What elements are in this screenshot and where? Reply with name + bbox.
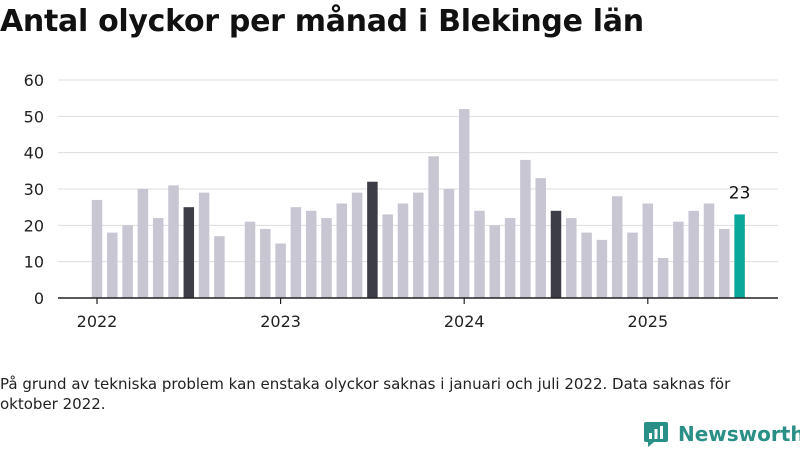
x-tick-label: 2023: [260, 312, 301, 331]
bar-2023-03: [305, 210, 317, 298]
bar-2023-08: [382, 214, 393, 298]
bar-2024-08: [566, 218, 577, 298]
bar-2022-11: [244, 221, 256, 298]
bar-2024-09: [581, 232, 592, 298]
chart-title: Antal olyckor per månad i Blekinge län: [0, 4, 644, 39]
bar-2025-03: [673, 221, 684, 298]
x-tick-label: 2025: [627, 312, 668, 331]
bar-2024-04: [504, 218, 516, 298]
bar-2024-01: [458, 109, 470, 298]
bar-2025-02: [657, 258, 669, 298]
bar-2022-02: [107, 232, 118, 298]
x-axis-ticks: 2022 2023 2024 2025: [77, 298, 668, 331]
bar-2024-05: [520, 159, 531, 298]
newsworthy-logo-icon: [644, 422, 668, 447]
bar-2023-09: [397, 203, 409, 298]
y-tick-label: 10: [24, 253, 44, 272]
brand-name: Newsworthy: [678, 422, 800, 446]
bar-2025-06: [719, 228, 730, 298]
newsworthy-logo: Newsworthy: [644, 420, 800, 448]
bar-2022-04: [137, 189, 149, 298]
y-tick-label: 50: [24, 107, 44, 126]
bar-2022-05: [152, 218, 164, 298]
y-axis-ticks: 0 10 20 30 40 50 60: [24, 71, 44, 308]
bar-2024-10: [596, 239, 608, 298]
bar-2022-01: [91, 199, 103, 298]
y-tick-label: 30: [24, 180, 44, 199]
bar-2025-04: [688, 210, 699, 298]
bar-2025-01: [642, 203, 654, 298]
y-tick-label: 0: [34, 289, 44, 308]
bar-2024-06: [535, 178, 546, 298]
x-tick-label: 2024: [444, 312, 485, 331]
bar-2023-06: [351, 192, 363, 298]
bar-2023-11: [428, 156, 439, 298]
x-tick-label: 2022: [77, 312, 118, 331]
bar-2024-03: [489, 225, 501, 298]
bar-2022-09: [214, 236, 225, 298]
bar-2022-12: [260, 228, 271, 298]
bar-2022-07: [183, 207, 195, 298]
y-tick-label: 40: [24, 144, 44, 163]
bar-2023-12: [443, 189, 455, 298]
latest-value-label: 23: [729, 183, 751, 203]
bar-2023-05: [336, 203, 348, 298]
bar-2025-07: [734, 214, 745, 298]
bars: [91, 109, 745, 298]
y-tick-label: 60: [24, 71, 44, 90]
y-tick-label: 20: [24, 216, 44, 235]
bar-2023-07: [367, 181, 378, 298]
bar-2022-06: [168, 185, 179, 298]
bar-chart: 0 10 20 30 40 50 60 2022 2023 2024 2025 23: [24, 71, 778, 331]
bar-2024-12: [627, 232, 638, 298]
bar-2024-02: [474, 210, 485, 298]
bar-2023-04: [321, 218, 332, 298]
footnote: På grund av tekniska problem kan enstaka…: [0, 375, 731, 413]
bar-2023-02: [290, 207, 302, 298]
bar-2022-03: [122, 225, 133, 298]
bar-2024-11: [611, 196, 623, 298]
bar-2025-05: [703, 203, 715, 298]
bar-2023-01: [275, 243, 286, 298]
bar-2024-07: [550, 210, 562, 298]
bar-2022-08: [198, 192, 210, 298]
bar-2023-10: [413, 192, 424, 298]
